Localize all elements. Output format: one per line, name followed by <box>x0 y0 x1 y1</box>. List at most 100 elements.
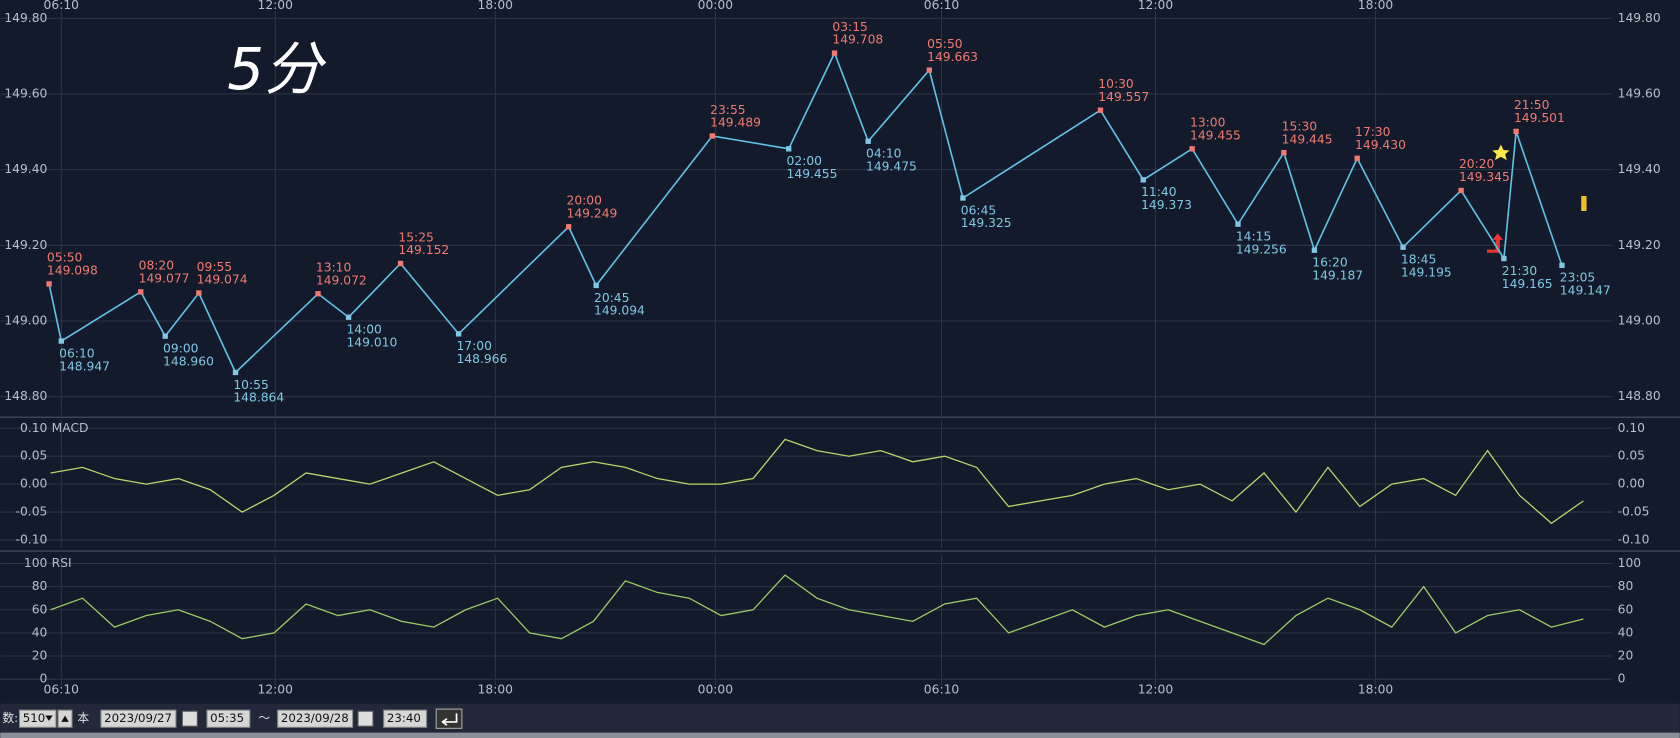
end-date-input[interactable] <box>277 709 354 728</box>
x-tick-label: 06:10 <box>44 0 79 12</box>
start-date-input[interactable] <box>100 709 177 728</box>
y-tick-label: -0.05 <box>1618 505 1650 519</box>
extreme-time: 21:50 <box>1514 98 1549 112</box>
end-time-input[interactable] <box>383 709 428 728</box>
y-tick-label: 0.00 <box>20 477 47 491</box>
y-tick-label: -0.10 <box>1618 533 1650 547</box>
extreme-value: 149.325 <box>961 216 1012 230</box>
extreme-value: 149.455 <box>1190 128 1241 142</box>
extreme-value: 149.249 <box>567 206 618 220</box>
extreme-marker <box>865 138 871 144</box>
extreme-marker <box>786 146 792 152</box>
y-tick-label: 0.05 <box>1618 449 1645 463</box>
unit-label: 本 <box>77 711 89 725</box>
y-tick-label: 149.80 <box>1618 11 1661 25</box>
extreme-value: 149.010 <box>346 335 397 349</box>
extreme-value: 149.074 <box>197 273 248 287</box>
extreme-value: 149.165 <box>1502 277 1553 291</box>
extreme-marker <box>1559 262 1565 269</box>
extreme-time: 06:10 <box>59 346 94 360</box>
extreme-time: 15:25 <box>398 230 433 244</box>
extreme-time: 17:30 <box>1355 125 1390 139</box>
refresh-icon <box>441 713 458 726</box>
extreme-marker <box>1097 107 1104 113</box>
x-tick-label: 06:10 <box>924 682 959 696</box>
y-tick-label: 20 <box>32 649 48 663</box>
extreme-marker <box>565 224 572 230</box>
extreme-value: 149.557 <box>1098 90 1149 104</box>
extreme-time: 05:50 <box>47 251 82 265</box>
y-tick-label: 149.80 <box>4 11 47 25</box>
extreme-marker <box>926 67 932 73</box>
extreme-value: 149.455 <box>787 167 838 181</box>
end-date: 2023/09/28 <box>281 711 349 725</box>
end-time: 23:40 <box>387 711 421 725</box>
panel-title: RSI <box>52 556 72 570</box>
x-tick-label: 12:00 <box>1138 682 1173 696</box>
spin-icon <box>61 715 69 722</box>
x-tick-label: 18:00 <box>1358 0 1393 12</box>
extreme-time: 06:45 <box>961 203 996 217</box>
refresh-button[interactable] <box>435 708 463 729</box>
y-tick-label: 0.00 <box>1618 477 1645 491</box>
indicator-line <box>50 438 1584 525</box>
count-value: 510 <box>23 711 45 725</box>
extreme-time: 18:45 <box>1401 253 1436 267</box>
extreme-value: 149.098 <box>47 264 98 278</box>
extreme-time: 13:10 <box>316 261 351 275</box>
extreme-value: 149.152 <box>398 243 449 257</box>
extreme-marker <box>1400 244 1406 250</box>
arrow-marker <box>1486 233 1504 253</box>
y-tick-label: -0.10 <box>16 533 48 547</box>
x-tick-label: 00:00 <box>698 682 733 696</box>
extreme-value: 149.475 <box>866 159 917 173</box>
count-select[interactable] <box>18 709 57 728</box>
extreme-marker <box>1311 247 1318 253</box>
extreme-marker <box>1501 255 1507 262</box>
extreme-value: 149.501 <box>1514 111 1565 125</box>
start-date: 2023/09/27 <box>104 711 172 725</box>
extreme-value: 149.072 <box>316 273 367 287</box>
extreme-time: 04:10 <box>866 147 901 161</box>
y-tick-label: 0.10 <box>20 421 47 435</box>
y-tick-label: 149.00 <box>4 313 47 327</box>
extreme-time: 21:30 <box>1502 264 1537 278</box>
extreme-marker <box>709 133 715 139</box>
extreme-time: 20:20 <box>1459 157 1494 171</box>
y-tick-label: 60 <box>32 602 48 616</box>
extreme-marker <box>196 290 202 296</box>
calendar-button[interactable] <box>181 710 198 727</box>
y-tick-label: 149.60 <box>1618 86 1661 100</box>
extreme-time: 20:00 <box>567 194 602 208</box>
y-tick-label: 100 <box>1618 556 1641 570</box>
panel-title: MACD <box>52 421 89 435</box>
y-tick-label: 149.20 <box>4 238 47 252</box>
extreme-time: 11:40 <box>1141 185 1176 199</box>
extreme-marker <box>831 50 838 56</box>
extreme-marker <box>58 338 64 344</box>
count-label: 数: <box>2 711 18 725</box>
y-tick-label: 149.40 <box>1618 162 1661 176</box>
extreme-time: 09:00 <box>163 341 198 355</box>
y-tick-label: 0.10 <box>1618 421 1645 435</box>
y-tick-label: 100 <box>24 556 47 570</box>
extreme-marker <box>1354 155 1360 161</box>
start-time-input[interactable] <box>206 709 251 728</box>
x-tick-label: 18:00 <box>478 682 513 696</box>
extreme-value: 148.966 <box>456 352 507 366</box>
extreme-value: 149.373 <box>1141 198 1192 212</box>
calendar-button[interactable] <box>357 710 374 727</box>
extreme-time: 17:00 <box>456 339 491 353</box>
y-tick-label: 40 <box>32 625 48 639</box>
extreme-time: 13:00 <box>1190 116 1225 130</box>
start-time: 05:35 <box>210 711 244 725</box>
extreme-marker <box>1281 149 1287 156</box>
extreme-marker <box>138 289 144 295</box>
extreme-marker <box>345 314 352 320</box>
extreme-value: 149.489 <box>710 116 761 130</box>
x-tick-label: 18:00 <box>1358 682 1393 696</box>
x-tick-label: 12:00 <box>258 682 293 696</box>
extreme-value: 148.864 <box>233 391 284 405</box>
